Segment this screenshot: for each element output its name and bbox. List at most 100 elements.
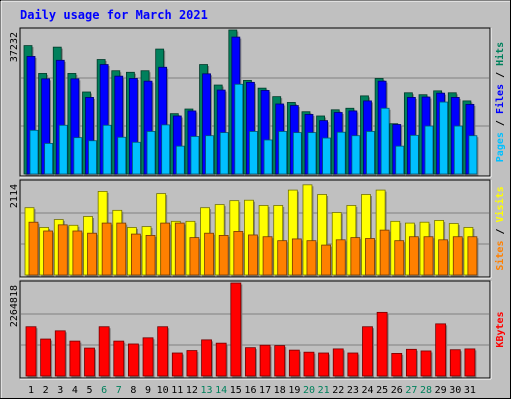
- pages-bar: [88, 140, 97, 175]
- kbytes-bar: [288, 349, 300, 377]
- kbytes-bar: [274, 345, 286, 377]
- sites-bar: [306, 240, 317, 276]
- sites-bar: [277, 240, 288, 276]
- x-day-label: 3: [57, 385, 63, 396]
- x-day-label: 5: [87, 385, 93, 396]
- pages-bar: [219, 132, 229, 175]
- y-axis-label: Sites / Visits: [494, 186, 506, 270]
- sites-bar: [87, 232, 97, 276]
- kbytes-bar: [376, 311, 388, 377]
- y-max-labels: 37232 2114 2264818: [9, 32, 20, 327]
- y-axis-label-part: /: [495, 222, 506, 240]
- pages-bar: [73, 137, 83, 175]
- kbytes-bar: [215, 342, 227, 377]
- x-day-label: 9: [145, 385, 151, 396]
- pages-bar: [366, 131, 375, 175]
- kbytes-bar: [318, 352, 330, 377]
- x-day-label: 20: [303, 385, 315, 396]
- x-day-label: 23: [347, 385, 359, 396]
- sites-bar: [72, 230, 83, 276]
- x-day-label: 16: [244, 385, 256, 396]
- kbytes-bar: [40, 338, 52, 377]
- x-day-label: 6: [101, 385, 107, 396]
- sites-bar: [467, 236, 478, 276]
- kbytes-bar: [332, 348, 344, 377]
- pages-bar: [102, 124, 112, 175]
- y-axis-labels: Pages / Files / Hits Sites / Visits KBytes: [494, 42, 506, 348]
- kbytes-bar: [420, 350, 432, 377]
- sites-bar: [160, 222, 171, 276]
- x-day-label: 25: [376, 385, 388, 396]
- sites-bar: [350, 237, 361, 276]
- x-day-label: 31: [464, 385, 476, 396]
- sites-bar: [423, 236, 434, 276]
- kbytes-bar: [303, 351, 315, 377]
- x-day-label: 10: [157, 385, 169, 396]
- sites-bar: [101, 222, 112, 276]
- kbytes-bar: [435, 323, 447, 377]
- x-day-label: 11: [171, 385, 183, 396]
- x-day-label: 17: [259, 385, 271, 396]
- x-day-label: 27: [405, 385, 417, 396]
- pages-bar: [263, 139, 273, 175]
- y-max-label: 37232: [9, 32, 20, 62]
- y-axis-label-part: Sites: [494, 241, 506, 271]
- pages-bar: [292, 132, 302, 175]
- sites-bar: [204, 232, 214, 276]
- sites-bar: [379, 229, 390, 276]
- sites-bar: [145, 235, 156, 276]
- y-axis-label-part: KBytes: [495, 311, 506, 347]
- x-day-label: 7: [116, 385, 122, 396]
- pages-bar: [453, 125, 463, 175]
- pages-bar: [161, 124, 171, 175]
- x-day-label: 4: [72, 385, 78, 396]
- kbytes-bar: [245, 347, 256, 377]
- sites-bar: [174, 222, 185, 276]
- sites-bar: [43, 230, 54, 276]
- x-day-label: 22: [332, 385, 344, 396]
- pages-bar: [249, 131, 258, 175]
- sites-bar: [218, 235, 229, 276]
- sites-bar: [116, 222, 127, 276]
- kbytes-bar: [449, 349, 461, 377]
- x-day-label: 8: [130, 385, 136, 396]
- pages-bar: [439, 101, 449, 175]
- y-max-label: 2264818: [9, 285, 20, 327]
- kbytes-bar: [54, 330, 66, 377]
- pages-bar: [395, 145, 405, 175]
- pages-bar: [205, 135, 214, 175]
- bars: [23, 29, 479, 378]
- pages-bar: [58, 124, 68, 175]
- x-day-label: 29: [435, 385, 447, 396]
- x-day-label: 28: [420, 385, 432, 396]
- kbytes-bar: [464, 348, 476, 377]
- pages-bar: [307, 132, 317, 175]
- sites-bar: [394, 240, 405, 276]
- kbytes-bar: [84, 347, 95, 377]
- x-day-label: 19: [288, 385, 300, 396]
- y-axis-label-part: /: [495, 114, 506, 132]
- x-day-label: 13: [201, 385, 213, 396]
- y-axis-label-part: Files: [494, 84, 506, 114]
- kbytes-bar: [69, 340, 81, 377]
- pages-bar: [117, 136, 127, 175]
- kbytes-bar: [25, 326, 37, 377]
- sites-bar: [365, 238, 375, 276]
- pages-bar: [278, 131, 288, 175]
- y-axis-label-part: /: [495, 66, 506, 84]
- y-axis-label-part: Pages: [495, 132, 506, 162]
- kbytes-bar: [113, 340, 125, 377]
- x-day-label: 24: [361, 385, 373, 396]
- pages-bar: [336, 131, 346, 175]
- pages-bar: [322, 137, 332, 175]
- x-day-label: 1: [28, 385, 34, 396]
- y-axis-label-part: Visits: [494, 186, 506, 222]
- kbytes-bar: [201, 339, 212, 377]
- kbytes-bar: [186, 350, 198, 377]
- pages-bar: [132, 141, 141, 175]
- kbytes-bar: [128, 343, 139, 377]
- kbytes-bar: [347, 352, 359, 377]
- x-day-label: 21: [318, 385, 330, 396]
